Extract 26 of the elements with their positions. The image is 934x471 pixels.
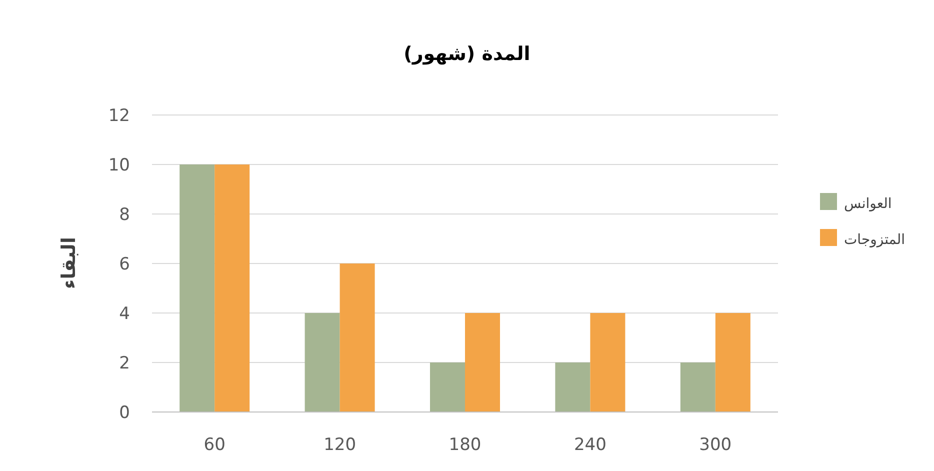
bar — [715, 313, 750, 412]
y-tick-label: 8 — [119, 205, 130, 225]
legend-label: العوانس — [844, 196, 892, 212]
y-tick-label: 6 — [119, 254, 130, 274]
y-tick-label: 4 — [119, 304, 130, 324]
x-tick-label: 240 — [574, 435, 606, 455]
x-tick-label: 180 — [448, 435, 482, 455]
x-tick-label: 60 — [204, 435, 226, 455]
bar — [680, 362, 716, 412]
legend-label: المتزوجات — [844, 232, 906, 248]
bar — [430, 362, 465, 412]
x-tick-label: 300 — [699, 435, 732, 455]
bar — [590, 313, 626, 412]
bar — [465, 313, 500, 412]
chart-title: المدة (شهور) — [404, 43, 530, 65]
bar — [214, 164, 250, 412]
bar — [304, 313, 340, 412]
bar — [340, 264, 375, 412]
y-tick-label: 0 — [119, 403, 130, 423]
x-tick-label: 120 — [324, 435, 356, 455]
bar — [180, 164, 215, 412]
y-tick-label: 10 — [108, 156, 130, 176]
y-tick-label: 12 — [108, 106, 130, 126]
y-tick-label: 2 — [119, 354, 130, 374]
bar — [555, 362, 590, 412]
y-axis-title: البقاء — [58, 237, 80, 289]
